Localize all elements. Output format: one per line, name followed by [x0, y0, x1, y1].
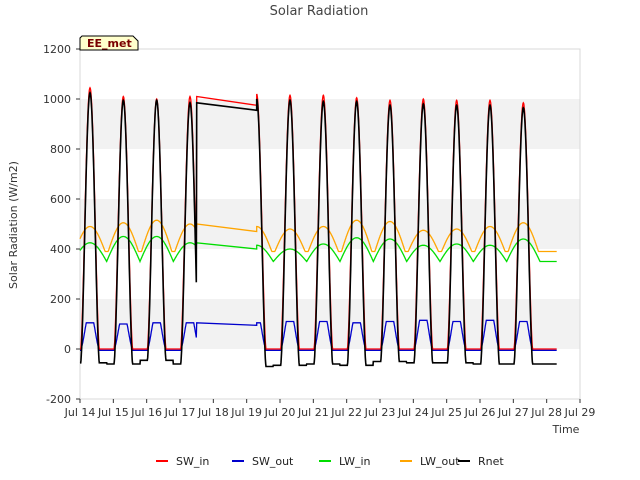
x-tick-label: Jul 25 [430, 406, 462, 419]
x-tick-label: Jul 22 [330, 406, 362, 419]
band-600-800 [80, 149, 580, 199]
legend-label: SW_in [176, 455, 209, 468]
y-tick-label: 0 [64, 343, 71, 356]
station-badge: EE_met [79, 35, 139, 51]
y-tick-label: 1000 [43, 93, 71, 106]
y-tick-label: 200 [50, 293, 71, 306]
x-tick-label: Jul 19 [230, 406, 262, 419]
x-tick-label: Jul 28 [530, 406, 562, 419]
x-tick-label: Jul 20 [264, 406, 296, 419]
series-line-lw-out [79, 219, 557, 253]
legend-label: LW_in [339, 455, 371, 468]
y-axis-ticks: -200 0 200 400 600 800 1000 1200 [43, 43, 80, 406]
y-tick-label: 400 [50, 243, 71, 256]
y-axis-label: Solar Radiation (W/m2) [7, 161, 20, 289]
band--200-0 [80, 349, 580, 399]
legend: SW_in SW_out LW_in LW_out Rnet [156, 455, 504, 468]
x-tick-label: Jul 21 [297, 406, 329, 419]
y-tick-label: -200 [46, 393, 71, 406]
legend-label: SW_out [252, 455, 294, 468]
x-tick-label: Jul 18 [197, 406, 229, 419]
legend-label: Rnet [478, 455, 504, 468]
x-axis-ticks: Jul 14 Jul 15 Jul 16 Jul 17 Jul 18 Jul 19 Jul … [64, 399, 596, 419]
x-tick-label: Jul 15 [97, 406, 129, 419]
background-bands [80, 49, 580, 399]
x-tick-label: Jul 14 [64, 406, 96, 419]
chart-title: Solar Radiation [270, 4, 369, 19]
station-badge-box [79, 35, 139, 51]
y-tick-label: 1200 [43, 43, 71, 56]
band-800-1000 [80, 99, 580, 149]
x-tick-label: Jul 16 [130, 406, 162, 419]
y-tick-label: 600 [50, 193, 71, 206]
y-tick-label: 800 [50, 143, 71, 156]
x-tick-label: Jul 27 [497, 406, 529, 419]
x-tick-label: Jul 17 [164, 406, 196, 419]
series-line-lw-in [79, 235, 557, 264]
legend-label: LW_out [420, 455, 460, 468]
station-badge-label: EE_met [87, 37, 132, 50]
band-1000-1200 [80, 49, 580, 99]
series-line-rnet [79, 91, 557, 368]
band-400-600 [80, 199, 580, 249]
x-tick-label: Jul 26 [464, 406, 496, 419]
x-axis-label: Time [552, 423, 580, 436]
plot-border [79, 48, 581, 400]
x-tick-label: Jul 29 [564, 406, 596, 419]
series-layer [79, 86, 557, 368]
plot-frame [79, 48, 581, 400]
x-tick-label: Jul 23 [364, 406, 396, 419]
x-tick-label: Jul 24 [397, 406, 429, 419]
